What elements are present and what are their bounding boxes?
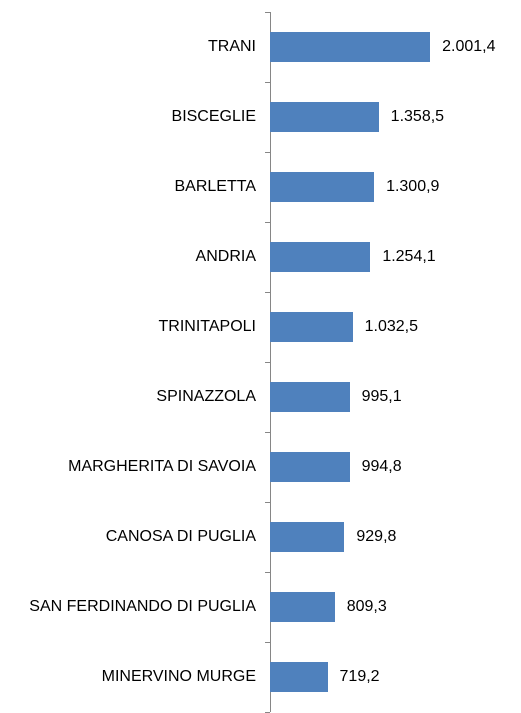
bar (270, 32, 431, 62)
category-label: SPINAZZOLA (156, 388, 256, 405)
bar (270, 172, 375, 202)
category-label: BARLETTA (174, 178, 257, 195)
category-label-box: CANOSA DI PUGLIA (0, 507, 256, 567)
value-label: 1.358,5 (390, 108, 445, 125)
value-label: 995,1 (361, 388, 402, 405)
category-label-box: SAN FERDINANDO DI PUGLIA (0, 577, 256, 637)
value-label: 2.001,4 (442, 38, 496, 55)
axis-tick (265, 82, 270, 83)
bar (270, 522, 345, 552)
value-label: 929,8 (356, 528, 397, 545)
value-label: 1.254,1 (382, 248, 436, 265)
category-label: TRINITAPOLI (158, 318, 257, 335)
category-label-box: ANDRIA (0, 227, 256, 287)
category-label-box: BISCEGLIE (0, 87, 256, 147)
bar (270, 452, 350, 482)
axis-tick (265, 152, 270, 153)
category-label-box: MINERVINO MURGE (0, 647, 256, 707)
axis-tick (265, 292, 270, 293)
bar (270, 382, 350, 412)
axis-tick (265, 222, 270, 223)
value-label: 1.300,9 (386, 178, 440, 195)
category-label-box: TRANI (0, 17, 256, 77)
axis-tick (265, 642, 270, 643)
value-label: 1.032,5 (364, 318, 418, 335)
category-label-box: SPINAZZOLA (0, 367, 256, 427)
axis-tick (265, 362, 270, 363)
category-label-box: TRINITAPOLI (0, 297, 257, 357)
bar (270, 242, 371, 272)
axis-tick (265, 502, 270, 503)
category-label: MARGHERITA DI SAVOIA (68, 458, 256, 475)
category-label-box: MARGHERITA DI SAVOIA (0, 437, 256, 497)
bar (270, 662, 328, 692)
category-label: BISCEGLIE (171, 108, 256, 125)
category-label: MINERVINO MURGE (101, 668, 256, 685)
category-label: SAN FERDINANDO DI PUGLIA (29, 598, 256, 615)
category-label: ANDRIA (195, 248, 256, 265)
category-label-box: BARLETTA (0, 157, 257, 217)
axis-tick (265, 12, 270, 13)
value-label: 809,3 (346, 598, 387, 615)
bar (270, 592, 335, 622)
value-label: 994,8 (361, 458, 402, 475)
axis-tick (265, 572, 270, 573)
axis-tick (265, 432, 270, 433)
axis-line (270, 12, 271, 712)
category-label: TRANI (208, 38, 256, 55)
bar (270, 102, 379, 132)
category-label: CANOSA DI PUGLIA (105, 528, 256, 545)
bar (270, 312, 353, 342)
value-label: 719,2 (339, 668, 380, 685)
